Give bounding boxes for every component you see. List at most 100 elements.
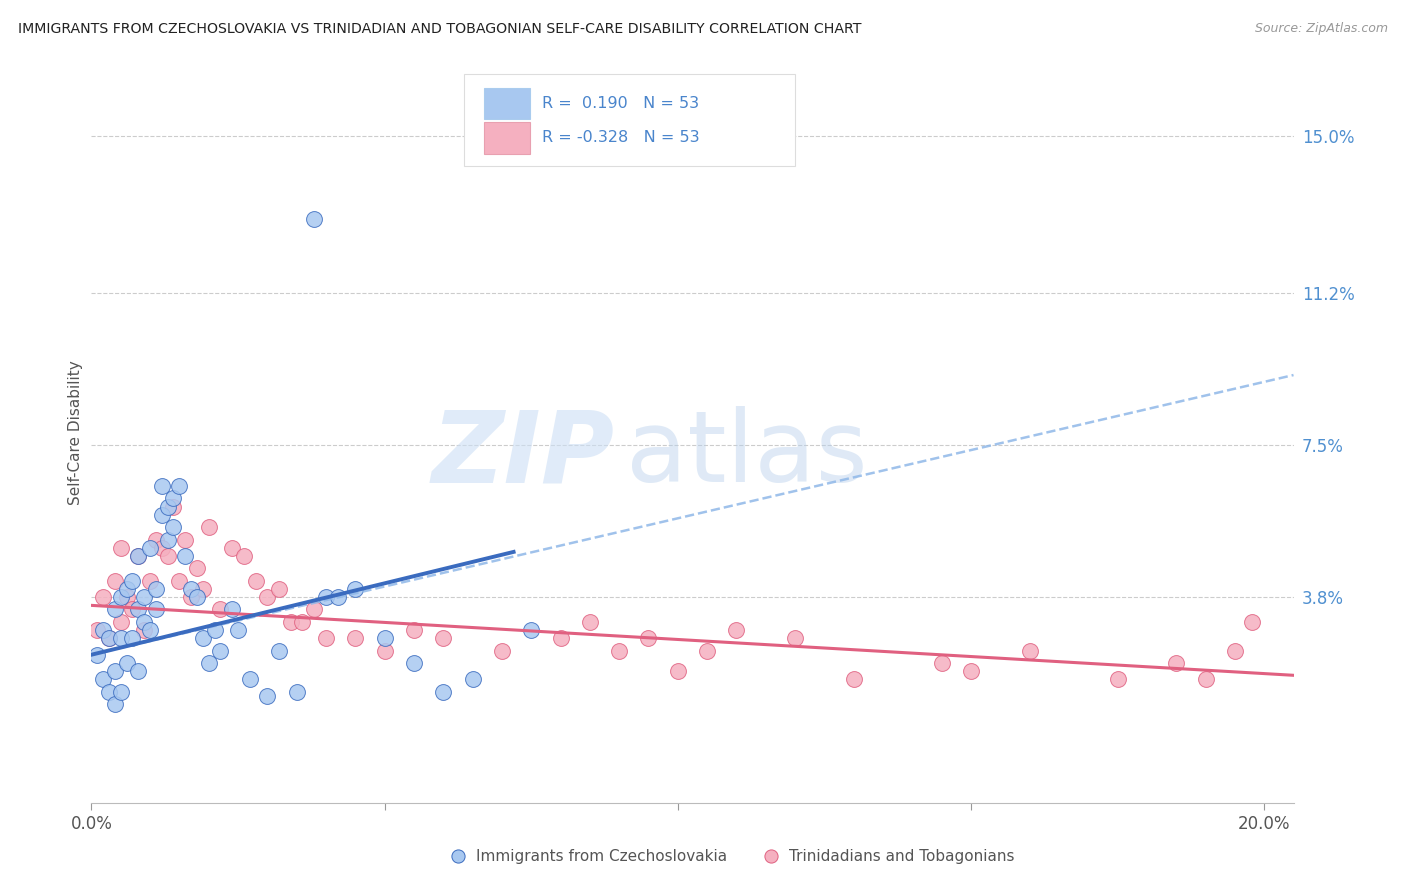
Point — [134, 615, 156, 629]
Point — [232, 549, 254, 563]
FancyBboxPatch shape — [464, 73, 794, 166]
Point — [121, 632, 143, 646]
Point — [156, 500, 179, 514]
Point — [245, 574, 267, 588]
Point — [302, 602, 325, 616]
Point — [432, 632, 454, 646]
Point — [174, 533, 197, 547]
Point — [1223, 643, 1246, 657]
Point — [86, 648, 108, 662]
Point — [115, 582, 138, 596]
Point — [197, 656, 219, 670]
FancyBboxPatch shape — [485, 88, 530, 120]
Point — [121, 602, 143, 616]
Point — [139, 541, 162, 555]
Point — [550, 632, 572, 646]
Point — [121, 574, 143, 588]
Point — [280, 615, 302, 629]
Point — [127, 664, 149, 678]
Point — [98, 632, 121, 646]
Point — [145, 582, 167, 596]
Point — [221, 602, 243, 616]
Point — [637, 632, 659, 646]
Point — [666, 664, 689, 678]
Point — [315, 590, 337, 604]
Point — [725, 623, 748, 637]
Point — [162, 500, 184, 514]
Point — [344, 632, 367, 646]
Point — [931, 656, 953, 670]
Point — [696, 643, 718, 657]
Point — [145, 533, 167, 547]
Point — [1194, 673, 1216, 687]
Point — [191, 632, 214, 646]
Point — [156, 549, 179, 563]
Point — [432, 685, 454, 699]
Point — [226, 623, 249, 637]
Point — [256, 590, 278, 604]
Point — [186, 561, 208, 575]
Point — [579, 615, 602, 629]
Point — [1107, 673, 1129, 687]
Point — [491, 643, 513, 657]
Text: IMMIGRANTS FROM CZECHOSLOVAKIA VS TRINIDADIAN AND TOBAGONIAN SELF-CARE DISABILIT: IMMIGRANTS FROM CZECHOSLOVAKIA VS TRINID… — [18, 22, 862, 37]
Point — [104, 664, 127, 678]
Point — [169, 574, 191, 588]
Point — [115, 590, 138, 604]
Point — [150, 508, 173, 522]
Point — [315, 632, 337, 646]
Point — [174, 549, 197, 563]
Point — [104, 574, 127, 588]
Point — [221, 541, 243, 555]
Point — [374, 643, 396, 657]
Point — [110, 615, 132, 629]
Point — [960, 664, 983, 678]
Point — [156, 533, 179, 547]
Point — [180, 582, 202, 596]
FancyBboxPatch shape — [485, 122, 530, 153]
Point — [520, 623, 543, 637]
Text: ZIP: ZIP — [432, 407, 614, 503]
Point — [110, 590, 132, 604]
Point — [110, 632, 132, 646]
Point — [127, 602, 149, 616]
Point — [139, 574, 162, 588]
Point — [145, 602, 167, 616]
Text: Trinidadians and Tobagonians: Trinidadians and Tobagonians — [789, 848, 1014, 863]
Point — [150, 479, 173, 493]
Point — [402, 656, 425, 670]
Point — [344, 582, 367, 596]
Point — [91, 673, 114, 687]
Point — [110, 541, 132, 555]
Point — [110, 685, 132, 699]
Point — [402, 623, 425, 637]
Point — [180, 590, 202, 604]
Text: Immigrants from Czechoslovakia: Immigrants from Czechoslovakia — [477, 848, 727, 863]
Point — [842, 673, 865, 687]
Point — [150, 541, 173, 555]
Text: R =  0.190   N = 53: R = 0.190 N = 53 — [543, 96, 699, 112]
Point — [1241, 615, 1264, 629]
Point — [162, 520, 184, 534]
Point — [607, 643, 630, 657]
Point — [783, 632, 806, 646]
Point — [139, 623, 162, 637]
Point — [134, 590, 156, 604]
Point — [209, 602, 232, 616]
Point — [256, 689, 278, 703]
Point — [98, 685, 121, 699]
Text: atlas: atlas — [626, 407, 868, 503]
Point — [285, 685, 308, 699]
Point — [267, 582, 290, 596]
Point — [239, 673, 262, 687]
Y-axis label: Self-Care Disability: Self-Care Disability — [67, 360, 83, 505]
Text: R = -0.328   N = 53: R = -0.328 N = 53 — [543, 130, 700, 145]
Point — [91, 590, 114, 604]
Point — [104, 697, 127, 711]
Point — [186, 590, 208, 604]
Point — [302, 211, 325, 226]
Point — [204, 623, 226, 637]
Point — [461, 673, 484, 687]
Point — [169, 479, 191, 493]
Point — [291, 615, 314, 629]
